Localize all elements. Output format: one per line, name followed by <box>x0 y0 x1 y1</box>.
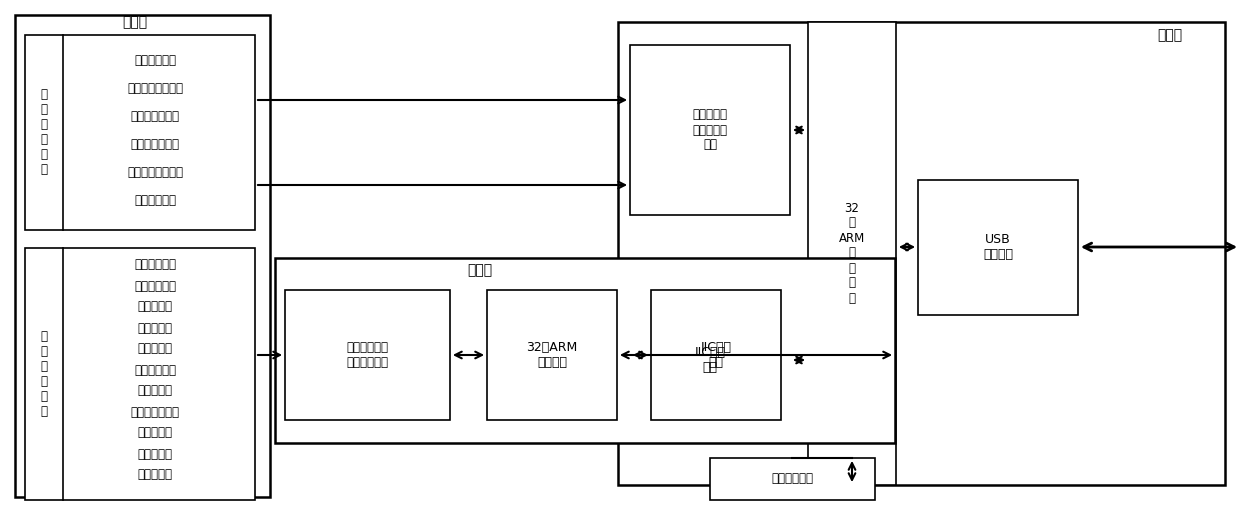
Bar <box>630 45 790 215</box>
Bar <box>275 258 895 443</box>
Text: 加速踏板传感器: 加速踏板传感器 <box>130 138 180 151</box>
Text: 制动踏板传感器: 制动踏板传感器 <box>130 110 180 122</box>
Text: 雾灯传感器: 雾灯传感器 <box>138 322 172 334</box>
Text: 母模块: 母模块 <box>1157 28 1183 42</box>
Bar <box>25 248 255 500</box>
Text: IIC通信
接口: IIC通信 接口 <box>694 346 725 374</box>
Text: 离合器踏板传感器: 离合器踏板传感器 <box>126 81 184 95</box>
Text: USB
通信接口: USB 通信接口 <box>983 233 1013 261</box>
Text: IIC通信
接口: IIC通信 接口 <box>701 341 732 369</box>
Bar <box>630 300 790 420</box>
Text: 变速器传感器: 变速器传感器 <box>134 194 176 206</box>
Bar <box>918 180 1078 315</box>
Text: 点火传感器: 点火传感器 <box>138 447 172 460</box>
Text: 子模块: 子模块 <box>467 263 492 277</box>
Text: 模式传感器: 模式传感器 <box>138 468 172 481</box>
Text: 子
模
块
传
感
器: 子 模 块 传 感 器 <box>41 330 47 418</box>
Text: 驻车制动器传感器: 驻车制动器传感器 <box>126 165 184 179</box>
Text: 转向灯传感器: 转向灯传感器 <box>134 259 176 271</box>
Bar <box>711 458 875 500</box>
Text: 32
位
ARM
微
处
理
器: 32 位 ARM 微 处 理 器 <box>839 202 866 305</box>
Text: 薄膜矩阵键盘: 薄膜矩阵键盘 <box>771 473 813 485</box>
Bar <box>808 22 897 485</box>
Bar <box>618 22 1225 485</box>
Text: 角度调整传感器: 角度调整传感器 <box>130 406 180 418</box>
Text: 雨刮传感器: 雨刮传感器 <box>138 301 172 313</box>
Text: 方向盘传感器: 方向盘传感器 <box>134 53 176 67</box>
Text: 32位ARM
微处理器: 32位ARM 微处理器 <box>526 341 578 369</box>
Text: 喇叭传感器: 喇叭传感器 <box>138 385 172 397</box>
Text: 车门传感器: 车门传感器 <box>138 343 172 355</box>
Bar <box>651 290 781 420</box>
Text: 双闪传感器: 双闪传感器 <box>138 426 172 439</box>
Text: 安全带传感器: 安全带传感器 <box>134 364 176 376</box>
Text: 子模块传感器
信号处理模块: 子模块传感器 信号处理模块 <box>346 341 388 369</box>
Bar <box>285 290 450 420</box>
Text: 母模块传感
器信号处理
模块: 母模块传感 器信号处理 模块 <box>692 109 728 152</box>
Text: 远近灯传感器: 远近灯传感器 <box>134 280 176 292</box>
Bar <box>15 15 270 497</box>
Bar <box>487 290 618 420</box>
Text: 母
模
块
传
感
器: 母 模 块 传 感 器 <box>41 88 47 176</box>
Bar <box>25 35 255 230</box>
Text: 传感器: 传感器 <box>123 15 148 29</box>
